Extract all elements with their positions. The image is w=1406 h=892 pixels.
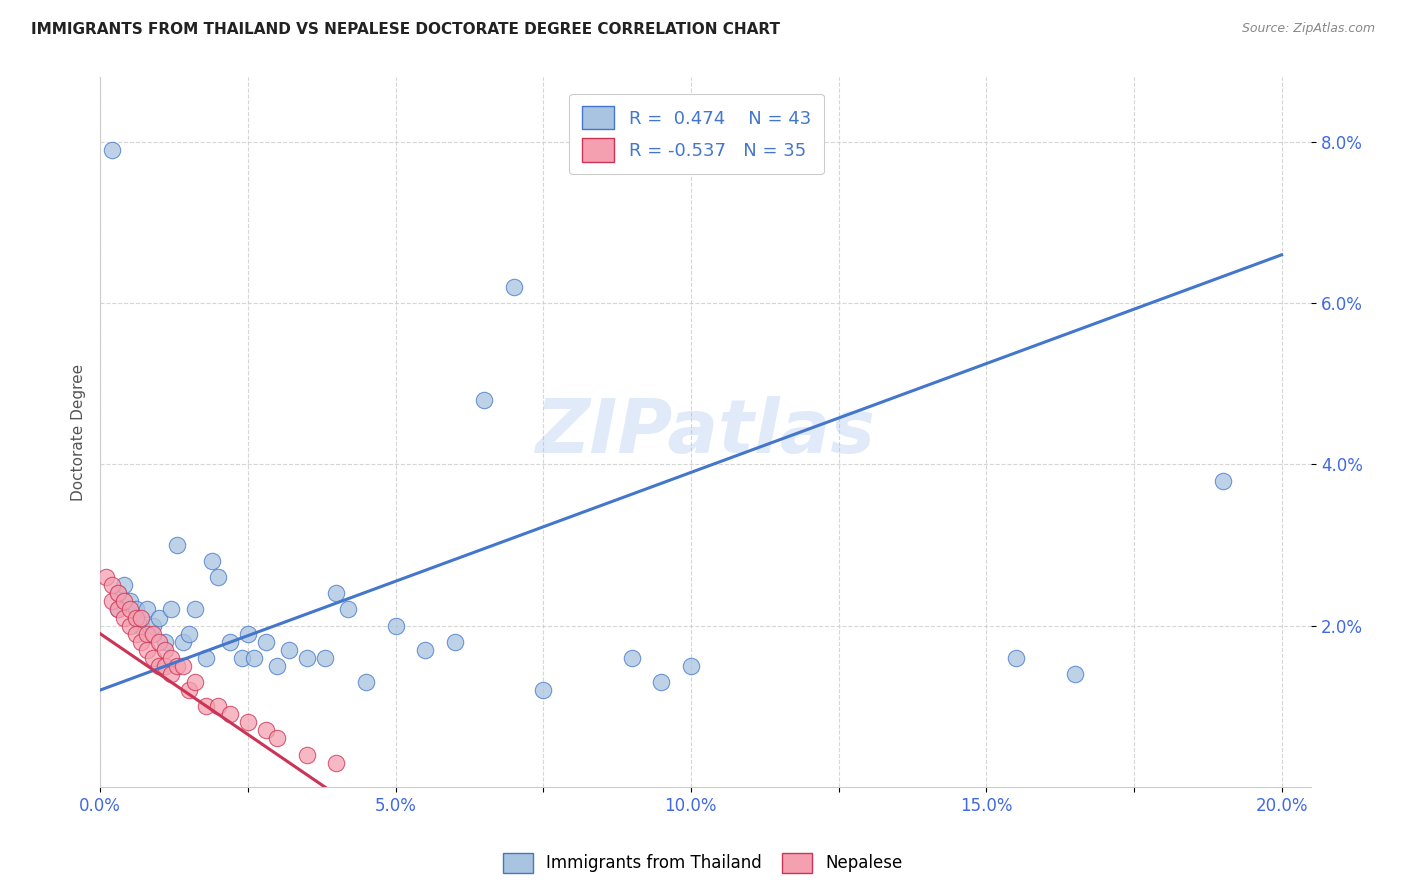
Point xyxy=(107,602,129,616)
Point xyxy=(295,747,318,762)
Point xyxy=(195,699,218,714)
Text: IMMIGRANTS FROM THAILAND VS NEPALESE DOCTORATE DEGREE CORRELATION CHART: IMMIGRANTS FROM THAILAND VS NEPALESE DOC… xyxy=(31,22,780,37)
Point xyxy=(148,610,170,624)
Y-axis label: Doctorate Degree: Doctorate Degree xyxy=(72,364,86,500)
Point xyxy=(166,659,188,673)
Point xyxy=(101,578,124,592)
Point xyxy=(131,618,153,632)
Point xyxy=(314,651,336,665)
Point xyxy=(620,651,643,665)
Text: ZIPatlas: ZIPatlas xyxy=(536,396,876,468)
Point xyxy=(153,634,176,648)
Point xyxy=(183,602,205,616)
Point xyxy=(219,634,242,648)
Point xyxy=(153,659,176,673)
Point xyxy=(131,634,153,648)
Point xyxy=(136,602,159,616)
Point xyxy=(124,610,146,624)
Point xyxy=(107,586,129,600)
Point xyxy=(531,683,554,698)
Point xyxy=(472,392,495,407)
Point xyxy=(325,756,347,770)
Point xyxy=(177,683,200,698)
Point xyxy=(236,715,259,730)
Point xyxy=(443,634,465,648)
Point xyxy=(160,651,183,665)
Point xyxy=(166,538,188,552)
Point xyxy=(231,651,253,665)
Point xyxy=(650,675,672,690)
Point xyxy=(172,634,194,648)
Point xyxy=(112,610,135,624)
Point xyxy=(183,675,205,690)
Point xyxy=(295,651,318,665)
Point xyxy=(101,594,124,608)
Point xyxy=(337,602,360,616)
Point xyxy=(1063,667,1085,681)
Point xyxy=(1212,474,1234,488)
Point xyxy=(118,602,141,616)
Point xyxy=(136,626,159,640)
Point xyxy=(142,618,165,632)
Point xyxy=(124,602,146,616)
Point xyxy=(101,143,124,157)
Point xyxy=(325,586,347,600)
Point xyxy=(219,707,242,722)
Point xyxy=(112,578,135,592)
Point xyxy=(131,610,153,624)
Point xyxy=(384,618,406,632)
Point xyxy=(207,699,229,714)
Point xyxy=(112,594,135,608)
Point xyxy=(207,570,229,584)
Point xyxy=(354,675,377,690)
Point xyxy=(502,280,524,294)
Point xyxy=(160,667,183,681)
Point xyxy=(195,651,218,665)
Text: Source: ZipAtlas.com: Source: ZipAtlas.com xyxy=(1241,22,1375,36)
Point xyxy=(254,634,277,648)
Point xyxy=(413,642,436,657)
Point xyxy=(107,586,129,600)
Point xyxy=(679,659,702,673)
Point xyxy=(1004,651,1026,665)
Point xyxy=(153,642,176,657)
Point xyxy=(236,626,259,640)
Point xyxy=(278,642,301,657)
Point xyxy=(148,659,170,673)
Legend: Immigrants from Thailand, Nepalese: Immigrants from Thailand, Nepalese xyxy=(496,847,910,880)
Point xyxy=(142,626,165,640)
Point xyxy=(242,651,264,665)
Point xyxy=(148,634,170,648)
Point xyxy=(254,723,277,738)
Point xyxy=(136,642,159,657)
Point xyxy=(118,618,141,632)
Point xyxy=(118,594,141,608)
Legend: R =  0.474    N = 43, R = -0.537   N = 35: R = 0.474 N = 43, R = -0.537 N = 35 xyxy=(569,94,824,174)
Point xyxy=(266,659,288,673)
Point xyxy=(160,602,183,616)
Point xyxy=(124,626,146,640)
Point xyxy=(172,659,194,673)
Point xyxy=(177,626,200,640)
Point xyxy=(107,602,129,616)
Point xyxy=(266,731,288,746)
Point xyxy=(142,651,165,665)
Point xyxy=(94,570,117,584)
Point xyxy=(201,554,224,568)
